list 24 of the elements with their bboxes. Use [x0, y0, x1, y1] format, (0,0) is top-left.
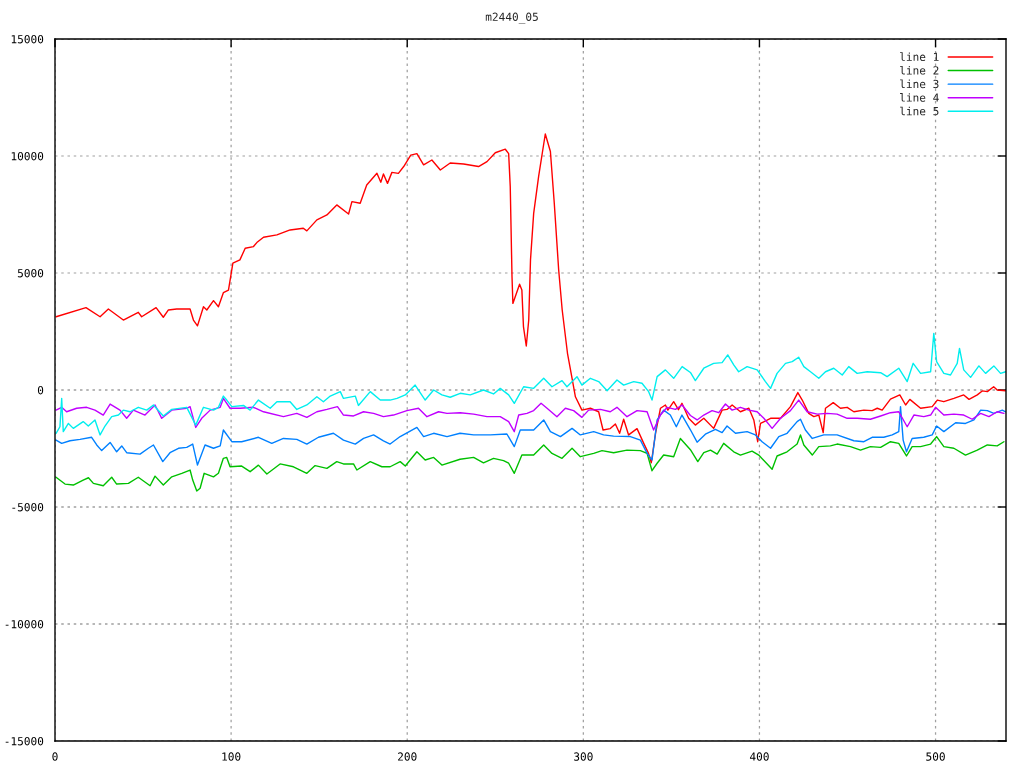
x-tick-label: 500	[926, 752, 945, 761]
y-tick-label: 0	[37, 386, 44, 395]
line-series	[55, 434, 1005, 492]
x-tick-label: 400	[749, 752, 769, 761]
y-tick-label: 15000	[11, 35, 44, 44]
y-tick-label: -15000	[5, 737, 44, 746]
x-tick-label: 100	[222, 752, 241, 761]
line-series	[55, 133, 1006, 464]
legend-label: line 3	[900, 79, 939, 89]
line-series	[55, 405, 1006, 466]
legend-label: line 1	[900, 52, 939, 61]
y-tick-label: 5000	[17, 269, 44, 278]
x-tick-label: 300	[574, 752, 593, 761]
y-tick-label: -10000	[5, 620, 44, 629]
legend-label: line 5	[900, 106, 939, 116]
line-series	[55, 332, 1006, 436]
x-tick-label: 200	[398, 752, 417, 761]
x-tick-label: 0	[52, 752, 58, 761]
y-tick-label: 10000	[11, 152, 44, 161]
chart-title: m2440_05	[485, 12, 538, 24]
legend-label: line 2	[900, 65, 939, 75]
line-series	[55, 397, 1005, 433]
legend-label: line 4	[900, 93, 939, 102]
y-tick-label: -5000	[12, 503, 44, 512]
